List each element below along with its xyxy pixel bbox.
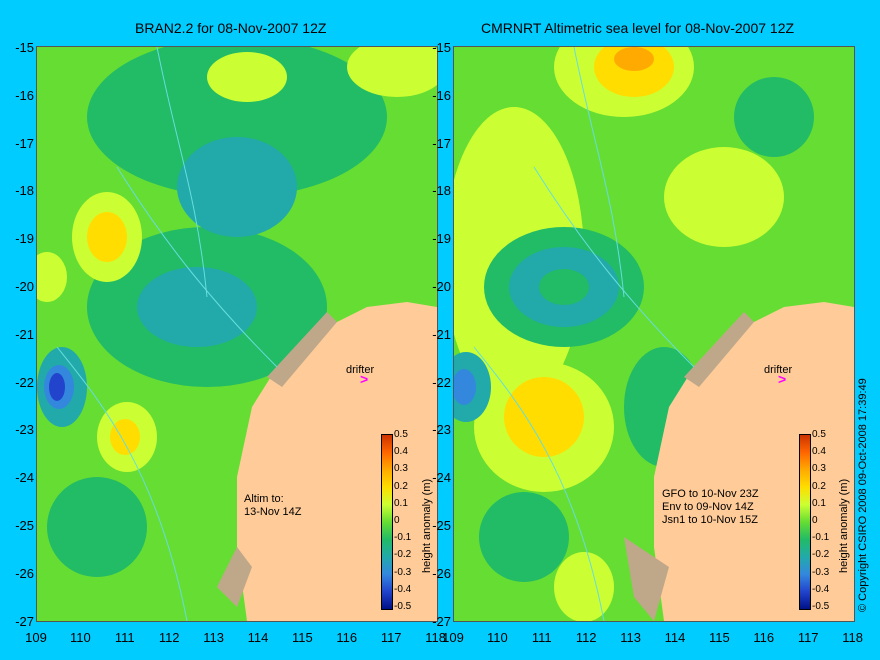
left-drifter-label: drifter [346,364,375,376]
y-tick-label: -23 [15,422,34,438]
x-tick-label: 115 [292,630,313,645]
colorbar-tick-label: 0 [812,515,818,526]
colorbar-tick-label: 0.3 [394,463,408,475]
x-tick-label: 115 [709,630,730,645]
x-tick-label: 112 [575,630,597,645]
colorbar-tick-label: -0.5 [394,601,412,612]
x-tick-label: 111 [114,630,135,645]
x-tick-label: 113 [620,630,641,645]
colorbar-tick-label: -0.1 [812,532,830,544]
x-tick-label: 114 [664,630,686,645]
y-tick-label: -26 [15,565,34,581]
y-tick-label: -23 [432,422,451,438]
left-colorbar [381,434,393,610]
left-map[interactable] [36,46,438,622]
x-tick-label: 116 [753,630,775,645]
colorbar-tick-label: -0.2 [394,549,412,561]
right-satellite-note: GFO to 10-Nov 23Z Env to 09-Nov 14Z Jsn1… [662,488,759,526]
left-altim-note: Altim to: 13-Nov 14Z [244,493,302,518]
right-drifter-arrow-icon: > [778,371,787,387]
colorbar-tick-label: -0.2 [812,549,830,561]
y-tick-label: -24 [432,470,451,486]
right-map-canvas [454,47,854,621]
y-tick-label: -16 [432,87,451,103]
x-tick-label: 111 [531,630,552,645]
y-tick-label: -17 [15,135,34,151]
y-tick-label: -25 [15,518,34,533]
y-tick-label: -20 [15,279,34,294]
y-tick-label: -18 [15,183,34,199]
colorbar-tick-label: -0.4 [394,583,412,595]
x-tick-label: 110 [487,630,508,645]
y-tick-label: -26 [432,565,451,581]
colorbar-tick-label: 0.2 [812,480,826,492]
colorbar-tick-label: 0.1 [812,497,826,509]
x-tick-label: 117 [797,630,819,645]
x-tick-label: 113 [203,630,224,645]
y-tick-label: -20 [432,279,451,294]
colorbar-tick-label: 0.5 [394,429,408,440]
colorbar-tick-label: 0.4 [812,446,826,458]
y-tick-label: -17 [432,135,451,151]
left-map-canvas [37,47,437,621]
y-tick-label: -22 [432,374,451,390]
y-tick-label: -27 [432,613,451,629]
x-tick-label: 109 [442,630,464,645]
y-tick-label: -16 [15,87,34,103]
right-drifter-label: drifter [764,364,793,376]
y-tick-label: -24 [15,470,34,486]
colorbar-tick-label: 0.4 [394,446,408,458]
y-tick-label: -19 [15,231,34,247]
y-tick-label: -25 [432,518,451,533]
x-tick-label: 116 [336,630,358,645]
x-tick-label: 112 [158,630,180,645]
copyright-text: © Copyright CSIRO 2008 09-Oct-2008 17:39… [857,378,869,612]
colorbar-tick-label: 0.3 [812,463,826,475]
x-tick-label: 110 [70,630,91,645]
x-tick-label: 118 [842,630,863,645]
colorbar-tick-label: -0.3 [812,566,830,578]
y-tick-label: -21 [15,326,34,342]
colorbar-tick-label: -0.5 [812,601,830,612]
y-tick-label: -15 [15,40,34,55]
colorbar-tick-label: 0 [394,515,400,526]
colorbar-tick-label: -0.1 [394,532,412,544]
y-tick-label: -15 [432,40,451,55]
left-panel-title: BRAN2.2 for 08-Nov-2007 12Z [135,20,327,36]
right-colorbar-fill [800,435,810,609]
colorbar-tick-label: 0.5 [812,429,826,440]
y-tick-label: -22 [15,374,34,390]
colorbar-tick-label: -0.3 [394,566,412,578]
right-colorbar [799,434,811,610]
x-tick-label: 114 [247,630,269,645]
right-panel-title: CMRNRT Altimetric sea level for 08-Nov-2… [481,20,795,36]
left-colorbar-fill [382,435,392,609]
colorbar-tick-label: -0.4 [812,583,830,595]
y-tick-label: -19 [432,231,451,247]
x-tick-label: 109 [25,630,47,645]
left-drifter-arrow-icon: > [360,371,369,387]
colorbar-tick-label: 0.1 [394,497,408,509]
y-tick-label: -18 [432,183,451,199]
colorbar-tick-label: 0.2 [394,480,408,492]
y-tick-label: -21 [432,326,451,342]
right-map[interactable] [453,46,855,622]
x-tick-label: 117 [380,630,402,645]
y-tick-label: -27 [15,613,34,629]
x-tick-label: 118 [425,630,446,645]
right-colorbar-label: height anomaly (m) [838,478,850,573]
